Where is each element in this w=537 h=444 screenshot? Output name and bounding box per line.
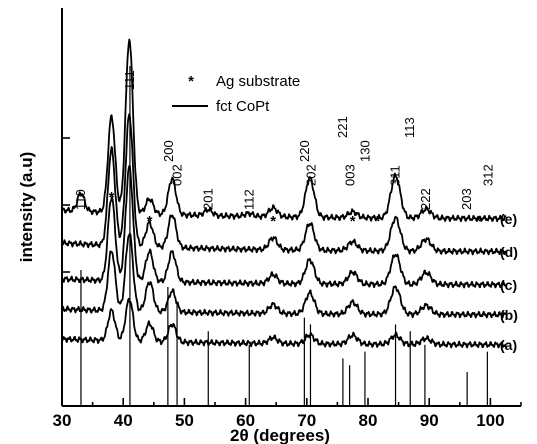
y-axis-label: intensity (a.u) [17,152,36,263]
ag-substrate-marker-1: * [147,213,153,230]
peak-label-003: 003 [342,164,357,186]
peak-label-220: 220 [297,140,312,162]
trace-label-e: (e) [500,211,517,227]
trace-label-d: (d) [500,244,518,260]
x-tick-label-90: 90 [420,411,439,430]
peak-label-002: 002 [170,164,185,186]
peak-label-221: 221 [335,116,350,138]
x-axis-ticks: 30 40 50 60 70 80 90 100 [53,398,522,430]
peak-label-202: 202 [304,164,319,186]
x-tick-label-100: 100 [476,411,504,430]
peak-label-203: 203 [459,188,474,210]
fct-reference-lines [80,66,488,406]
x-tick-label-40: 40 [114,411,133,430]
trace-label-c: (c) [500,277,517,293]
x-tick-label-80: 80 [359,411,378,430]
ag-substrate-marker-3: * [350,213,356,230]
peak-label-222: 222 [418,188,433,210]
legend-item-ag-substrate: Ag substrate [216,73,300,90]
x-tick-label-50: 50 [175,411,194,430]
peak-label-111: 111 [122,70,137,90]
legend-item-fct-copt: fct CoPt [216,98,270,115]
legend: * Ag substrate fct CoPt [172,73,300,115]
peak-label-200: 200 [161,140,176,162]
trace-labels: (a) (b) (c) (d) (e) [500,211,518,353]
trace-b [61,232,507,319]
peak-label-113: 113 [402,117,417,138]
peak-label-201: 201 [200,188,215,210]
y-axis-ticks [62,137,70,407]
x-axis-label: 2θ (degrees) [230,426,330,444]
trace-label-a: (a) [500,337,517,353]
trace-a [61,297,507,349]
x-tick-label-30: 30 [53,411,72,430]
peak-label-130: 130 [358,140,373,162]
ag-substrate-marker-2: * [270,213,276,230]
diffraction-traces [61,38,507,349]
trace-c [61,165,507,289]
peak-label-112: 112 [241,189,256,210]
legend-star-symbol: * [188,73,194,90]
ag-substrate-marker-0: * [109,189,115,206]
trace-label-b: (b) [500,307,518,323]
peak-label-312: 312 [481,164,496,186]
trace-e [61,38,507,223]
ag-substrate-markers: * * * * * * [109,189,482,230]
peak-label-110: 110 [73,189,88,210]
x-tick-label-60: 60 [236,411,255,430]
ag-substrate-marker-5: * [475,213,481,230]
ag-substrate-marker-4: * [374,213,380,230]
peak-label-311: 311 [388,165,403,186]
trace-d [61,113,507,256]
x-tick-label-70: 70 [297,411,316,430]
